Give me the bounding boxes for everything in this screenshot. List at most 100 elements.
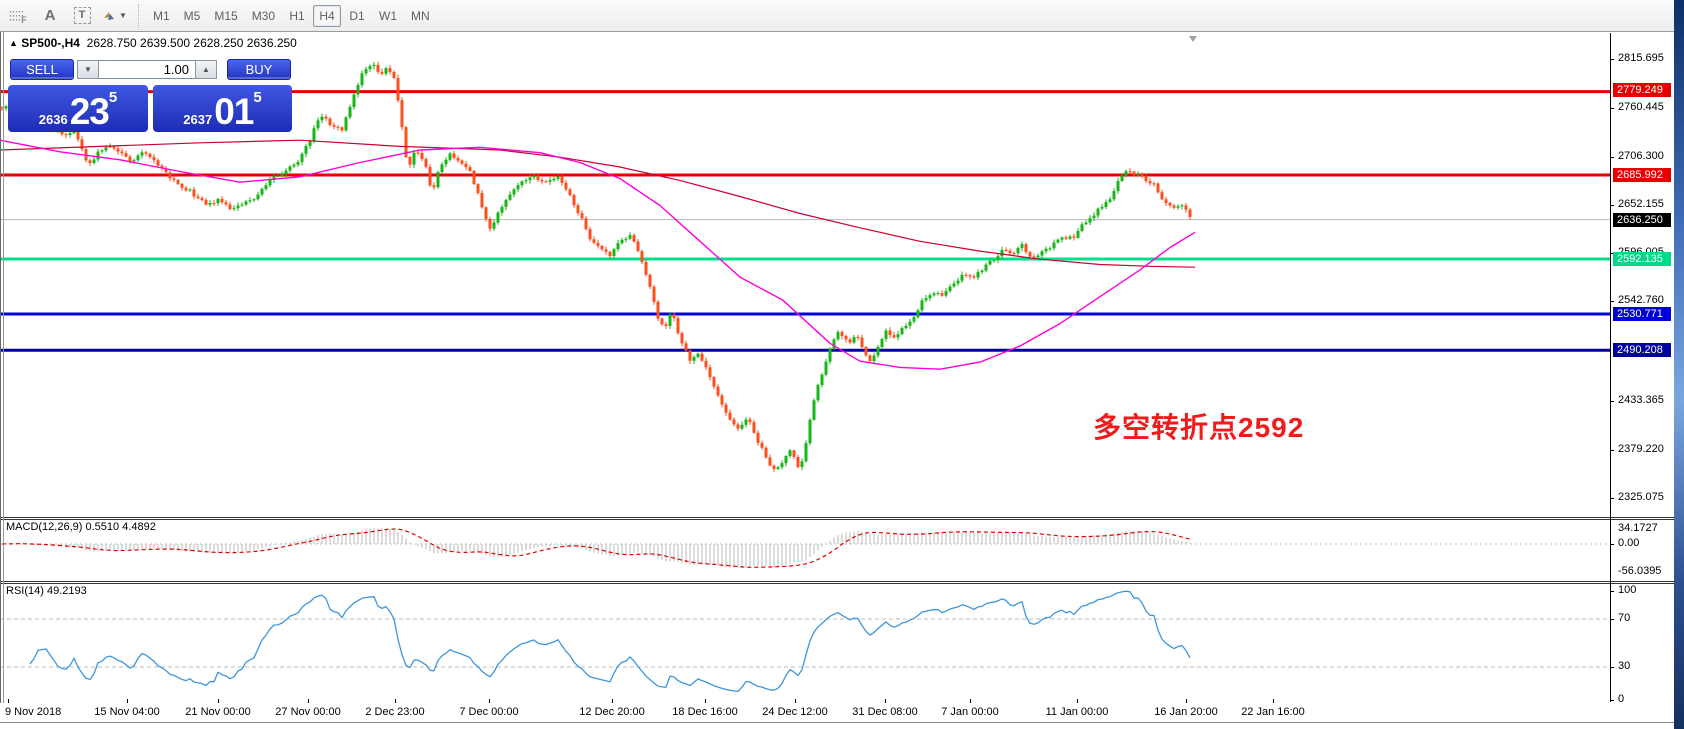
window-border (0, 32, 1, 723)
rsi-tick-mark (1610, 700, 1614, 701)
chart-shift-marker-icon[interactable] (1189, 36, 1197, 42)
rsi-axis-label: 30 (1618, 660, 1631, 672)
timeframe-button-h4[interactable]: H4 (313, 4, 342, 27)
time-axis[interactable]: 9 Nov 2018 15 Nov 04:00 21 Nov 00:00 27 Nov… (0, 699, 1674, 722)
indicators-grid-icon[interactable]: ····· ····· ····F (9, 6, 27, 25)
one-click-trading-panel: SELL ▼ ▲ BUY 2636 23 5 2637 01 5 (8, 59, 292, 132)
time-axis-label: 9 Nov 2018 (5, 706, 62, 718)
timeframe-button-m30[interactable]: M30 (251, 8, 276, 23)
macd-indicator-pane[interactable] (0, 519, 1610, 581)
price-tick-label: 2379.220 (1618, 443, 1664, 455)
arrows-glyph (104, 11, 115, 20)
rsi-tick-mark (1610, 591, 1614, 592)
volume-input[interactable] (99, 60, 195, 79)
timeframe-button-d1[interactable]: D1 (349, 8, 365, 23)
sell-price-button[interactable]: 2636 23 5 (8, 85, 148, 132)
timeframe-button-m5[interactable]: M5 (183, 8, 201, 23)
price-tick-mark (1610, 450, 1614, 451)
rsi-label: RSI(14) 49.2193 (6, 585, 87, 597)
time-tick-mark (795, 699, 796, 703)
time-tick-mark (1273, 699, 1274, 703)
price-tick-label: 2542.760 (1618, 294, 1664, 306)
sell-button[interactable]: SELL (10, 59, 74, 80)
macd-tick-mark (1610, 544, 1614, 545)
price-tick-mark (1610, 401, 1614, 402)
time-axis-label: 15 Nov 04:00 (94, 706, 160, 718)
price-badge: 2636.250 (1613, 213, 1671, 227)
ma-slow-line (0, 139, 1196, 268)
rsi-indicator-pane[interactable] (0, 583, 1610, 702)
main-price-chart[interactable] (0, 33, 1610, 517)
price-tick-mark (1610, 59, 1614, 60)
timeframe-button-m15[interactable]: M15 (214, 8, 238, 23)
time-axis-label: 18 Dec 16:00 (672, 706, 738, 718)
sell-price-sup: 5 (108, 89, 118, 106)
price-tick-label: 2652.155 (1618, 198, 1664, 210)
dropdown-caret-icon: ▼ (119, 11, 127, 20)
text-box-icon[interactable]: T (68, 4, 96, 28)
time-axis-label: 22 Jan 16:00 (1241, 706, 1305, 718)
time-axis-label: 11 Jan 00:00 (1045, 706, 1109, 718)
price-badge: 2490.208 (1613, 343, 1671, 357)
timeframe-button-h1[interactable]: H1 (289, 8, 305, 23)
time-axis-label: 31 Dec 08:00 (852, 706, 918, 718)
pane-separator[interactable] (0, 583, 1674, 584)
price-badge: 2685.992 (1613, 168, 1671, 182)
price-tick-mark (1610, 157, 1614, 158)
sell-price-prefix: 2636 (38, 112, 68, 127)
price-badge: 2592.135 (1613, 252, 1671, 266)
chart-window: ▲ SP500-,H4 2628.750 2639.500 2628.250 2… (0, 32, 1674, 723)
timeframe-button-mn[interactable]: MN (411, 8, 430, 23)
pane-separator[interactable] (0, 581, 1674, 582)
volume-increase-button[interactable]: ▲ (195, 60, 217, 79)
price-badge: 2530.771 (1613, 307, 1671, 321)
time-tick-mark (218, 699, 219, 703)
time-tick-mark (395, 699, 396, 703)
timeframe-button-w1[interactable]: W1 (379, 8, 398, 23)
time-tick-mark (970, 699, 971, 703)
candles-layer (0, 61, 1192, 473)
rsi-axis-label: 70 (1618, 612, 1631, 624)
buy-price-sup: 5 (253, 89, 262, 106)
price-tick-mark (1610, 253, 1614, 254)
chart-text-annotation[interactable]: 多空转折点2592 (1093, 412, 1305, 443)
toolbar-separator (138, 3, 139, 28)
buy-button[interactable]: BUY (227, 59, 291, 80)
macd-axis-label: 34.1727 (1618, 522, 1658, 534)
macd-signal-line (1, 528, 1191, 568)
sell-price-big: 23 (69, 91, 110, 132)
price-tick-label: 2760.445 (1618, 101, 1664, 113)
pane-separator[interactable] (0, 519, 1674, 520)
time-tick-mark (885, 699, 886, 703)
buy-price-button[interactable]: 2637 01 5 (153, 85, 292, 132)
rsi-tick-mark (1610, 667, 1614, 668)
time-tick-mark (612, 699, 613, 703)
price-tick-mark (1610, 301, 1614, 302)
window-border (0, 722, 1674, 723)
collapse-arrow-icon[interactable]: ▲ (9, 38, 18, 48)
time-tick-mark (127, 699, 128, 703)
macd-label: MACD(12,26,9) 0.5510 4.4892 (6, 521, 156, 533)
volume-decrease-button[interactable]: ▼ (77, 60, 99, 79)
rsi-tick-mark (1610, 619, 1614, 620)
macd-axis-label: 0.00 (1618, 537, 1640, 549)
timeframe-button-m1[interactable]: M1 (153, 8, 170, 23)
time-tick-mark (1186, 699, 1187, 703)
buy-price-prefix: 2637 (183, 112, 213, 127)
text-label-icon[interactable]: A (44, 7, 56, 24)
time-axis-label: 16 Jan 20:00 (1154, 706, 1218, 718)
time-axis-label: 27 Nov 00:00 (275, 706, 341, 718)
price-badge: 2779.249 (1613, 83, 1671, 97)
price-tick-label: 2815.695 (1618, 52, 1664, 64)
price-axis-border (1610, 33, 1611, 702)
time-axis-label: 21 Nov 00:00 (185, 706, 251, 718)
time-tick-mark (308, 699, 309, 703)
price-tick-label: 2325.075 (1618, 491, 1664, 503)
price-tick-mark (1610, 108, 1614, 109)
window-border (3, 32, 4, 723)
objects-arrows-icon[interactable]: ▼ (100, 4, 128, 28)
rsi-axis-label: 100 (1618, 584, 1637, 596)
pane-separator[interactable] (0, 517, 1674, 518)
time-axis-label: 7 Dec 00:00 (459, 706, 519, 718)
